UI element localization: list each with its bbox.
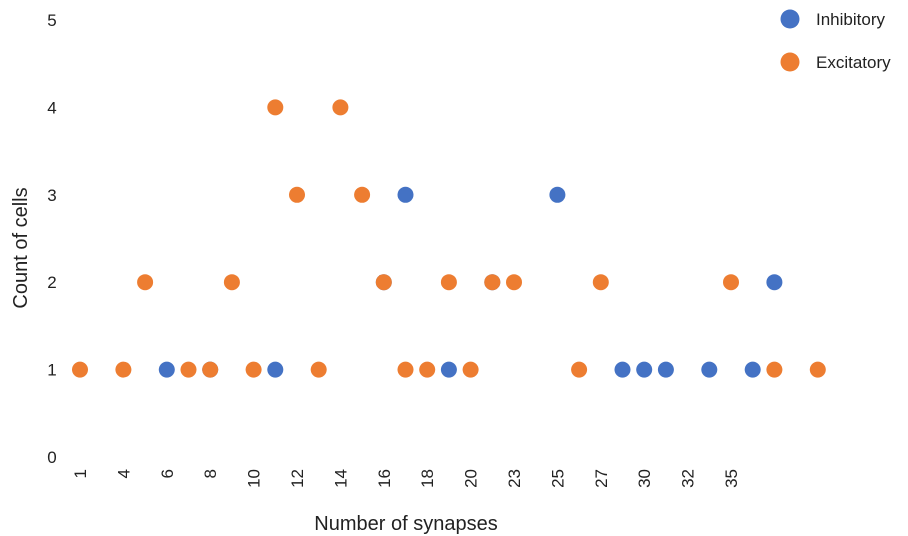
x-tick-label: 32 (679, 469, 698, 488)
inhibitory-point (267, 361, 284, 378)
y-axis-ticks: 0 1 2 3 4 5 (47, 11, 56, 467)
x-tick-label: 30 (635, 469, 654, 488)
excitatory-point (267, 99, 284, 116)
x-tick-label: 8 (201, 469, 220, 478)
inhibitory-point (744, 361, 761, 378)
excitatory-point (440, 274, 457, 291)
x-tick-label: 14 (331, 469, 350, 488)
inhibitory-point (549, 186, 566, 203)
legend-marker-inhibitory (780, 9, 800, 29)
x-tick-label: 4 (114, 469, 133, 478)
inhibitory-point (397, 186, 414, 203)
y-tick-label: 2 (47, 273, 56, 292)
excitatory-point (397, 361, 414, 378)
excitatory-point (462, 361, 479, 378)
legend-label-inhibitory: Inhibitory (816, 10, 885, 29)
x-tick-label: 20 (462, 469, 481, 488)
excitatory-point (723, 274, 739, 291)
excitatory-point (375, 274, 392, 291)
excitatory-point (223, 274, 240, 291)
data-points (72, 99, 826, 378)
excitatory-point (245, 361, 262, 378)
y-tick-label: 0 (47, 448, 56, 467)
y-tick-label: 1 (47, 361, 56, 380)
y-tick-label: 5 (47, 11, 56, 30)
legend: Inhibitory Excitatory (780, 9, 891, 72)
x-tick-label: 12 (288, 469, 307, 488)
x-tick-label: 16 (375, 469, 394, 488)
excitatory-point (419, 361, 436, 378)
inhibitory-point (614, 361, 631, 378)
inhibitory-point (440, 361, 457, 378)
excitatory-point (115, 361, 132, 378)
excitatory-point (766, 361, 783, 378)
x-axis-title: Number of synapses (314, 513, 497, 535)
legend-marker-excitatory (780, 52, 800, 72)
excitatory-point (180, 361, 197, 378)
inhibitory-point (636, 361, 653, 378)
inhibitory-point (657, 361, 674, 378)
excitatory-point (289, 186, 305, 203)
inhibitory-point (766, 274, 783, 291)
inhibitory-point (158, 361, 175, 378)
excitatory-point (137, 274, 154, 291)
excitatory-point (354, 186, 371, 203)
x-tick-label: 27 (592, 469, 611, 488)
excitatory-point (310, 361, 327, 378)
x-axis-ticks: 1 4 6 8 10 12 14 16 18 20 23 25 27 30 32 35 (71, 469, 741, 488)
inhibitory-point (701, 361, 718, 378)
x-tick-label: 6 (158, 469, 177, 478)
x-tick-label: 25 (548, 469, 567, 488)
x-tick-label: 18 (418, 469, 437, 488)
excitatory-point (592, 274, 609, 291)
excitatory-point (506, 274, 522, 291)
excitatory-point (571, 361, 588, 378)
x-tick-label: 23 (505, 469, 524, 488)
legend-label-excitatory: Excitatory (816, 53, 891, 72)
excitatory-point (484, 274, 501, 291)
x-tick-label: 10 (245, 469, 264, 488)
x-tick-label: 1 (71, 469, 90, 478)
x-tick-label: 35 (722, 469, 741, 488)
excitatory-point (202, 361, 219, 378)
y-tick-label: 4 (47, 98, 56, 117)
y-axis-title: Count of cells (10, 187, 32, 308)
y-tick-label: 3 (47, 186, 56, 205)
excitatory-point (72, 361, 88, 378)
excitatory-point (809, 361, 826, 378)
excitatory-point (332, 99, 349, 116)
